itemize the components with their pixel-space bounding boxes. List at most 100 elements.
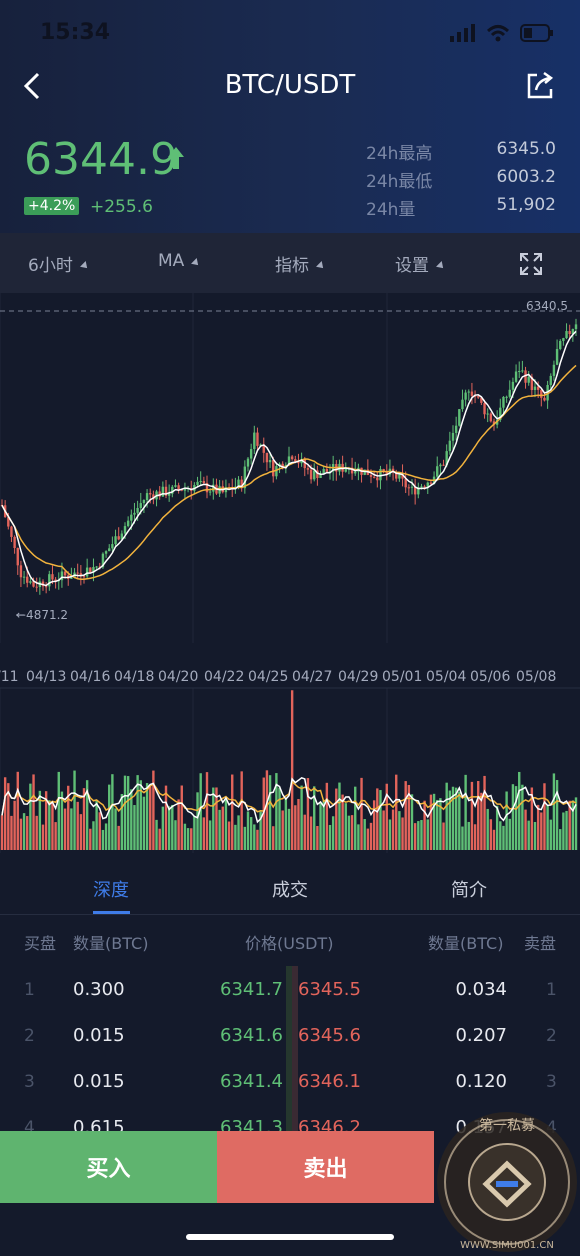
volume-bar [379,790,382,850]
volume-bar [382,810,385,850]
volume-bar [448,790,452,850]
candle-body [171,486,174,494]
volume-bar [149,786,152,850]
candle-body [420,486,423,488]
candle-body [303,459,306,469]
candle-body [436,466,439,477]
volume-bar [325,782,329,850]
fullscreen-icon[interactable] [518,251,544,277]
chart-toolbar: 6小时 MA 指标 设置 [0,233,580,293]
volume-bar [265,770,269,850]
change-percent-badge: +4.2% [24,197,80,215]
dropdown-icon [79,260,90,271]
volume-bar [350,815,354,850]
candle-body [379,468,382,481]
x-tick-label: /11 [0,669,19,685]
ma-selector[interactable]: MA [158,251,202,271]
row-index: 2 [546,1026,557,1046]
interval-selector[interactable]: 6小时 [28,251,90,276]
candle-body [382,468,385,472]
volume-bar [142,796,146,850]
volume-bar [152,770,155,850]
tab-trades[interactable]: 成交 [272,880,308,901]
volume-bar [398,811,401,850]
volume-bar [22,813,26,850]
volume-bar [338,782,341,850]
candle-body [224,487,228,493]
volume-bar [543,783,546,850]
arrow-up-icon [168,147,184,169]
candle-body [7,517,10,527]
candle-body [442,464,445,466]
candle-body [139,503,142,508]
volume-bar [272,826,275,850]
share-icon[interactable] [524,70,556,102]
candle-body [76,572,79,574]
volume-bar [48,800,51,850]
candle-body [35,586,38,588]
watermark-url-text: WWW.SIMU001.CN [460,1240,554,1251]
indicator-selector[interactable]: 指标 [275,251,326,276]
volume-bar [218,809,221,850]
candle-body [297,462,300,464]
row-index: 3 [24,1072,35,1092]
volume-bar [177,799,180,850]
volume-bar [540,812,543,850]
volume-bar [461,826,464,850]
volume-bar [410,794,414,850]
volume-bar [120,793,124,850]
volume-bar [7,783,10,850]
tab-intro[interactable]: 简介 [451,880,487,901]
sell-button[interactable]: 卖出 [217,1131,434,1203]
candle-body [117,536,120,540]
back-icon[interactable] [18,68,48,104]
volume-bar [130,789,133,850]
volume-bar [92,821,95,850]
candle-body [275,466,278,477]
volume-bar [417,821,420,850]
x-tick-label: 05/08 [516,669,556,685]
ask-qty: 0.120 [455,1071,507,1092]
candle-body [555,349,559,365]
volume-bar [549,819,552,850]
volume-bar [85,780,89,850]
bid-qty: 0.015 [73,1025,125,1046]
candle-body [130,514,133,521]
candle-body [16,548,19,566]
volume-bar [495,805,499,850]
tab-depth[interactable]: 深度 [93,880,129,901]
candle-body [571,329,575,335]
volume-bar [527,820,530,850]
volume-bar [180,785,183,850]
stat-high-value: 6345.0 [496,139,556,159]
stat-volume-value: 51,902 [496,195,556,215]
candle-body [95,566,98,568]
candle-body [287,456,291,465]
volume-bar [205,772,209,850]
volume-bar [19,818,23,850]
candle-body [133,512,136,515]
home-indicator[interactable] [186,1234,394,1240]
volume-bar [423,800,426,850]
ma-label: MA [158,251,185,271]
volume-bar [114,808,117,850]
volume-bar [240,771,243,850]
candle-body [26,576,29,583]
bid-price: 6341.7 [220,979,283,1000]
candle-body [177,485,180,490]
volume-bar [215,787,218,850]
active-tab-indicator [93,911,130,914]
volume-bar [193,816,196,850]
candle-body [530,376,534,391]
candle-body [524,370,527,383]
buy-button[interactable]: 买入 [0,1131,217,1203]
volume-bar [287,808,291,850]
candle-body [407,487,411,489]
indicator-label: 指标 [275,256,309,276]
candle-body [527,376,530,383]
candle-body [486,413,489,415]
settings-selector[interactable]: 设置 [395,251,446,276]
candle-body [126,520,130,527]
volume-bar [294,805,297,850]
